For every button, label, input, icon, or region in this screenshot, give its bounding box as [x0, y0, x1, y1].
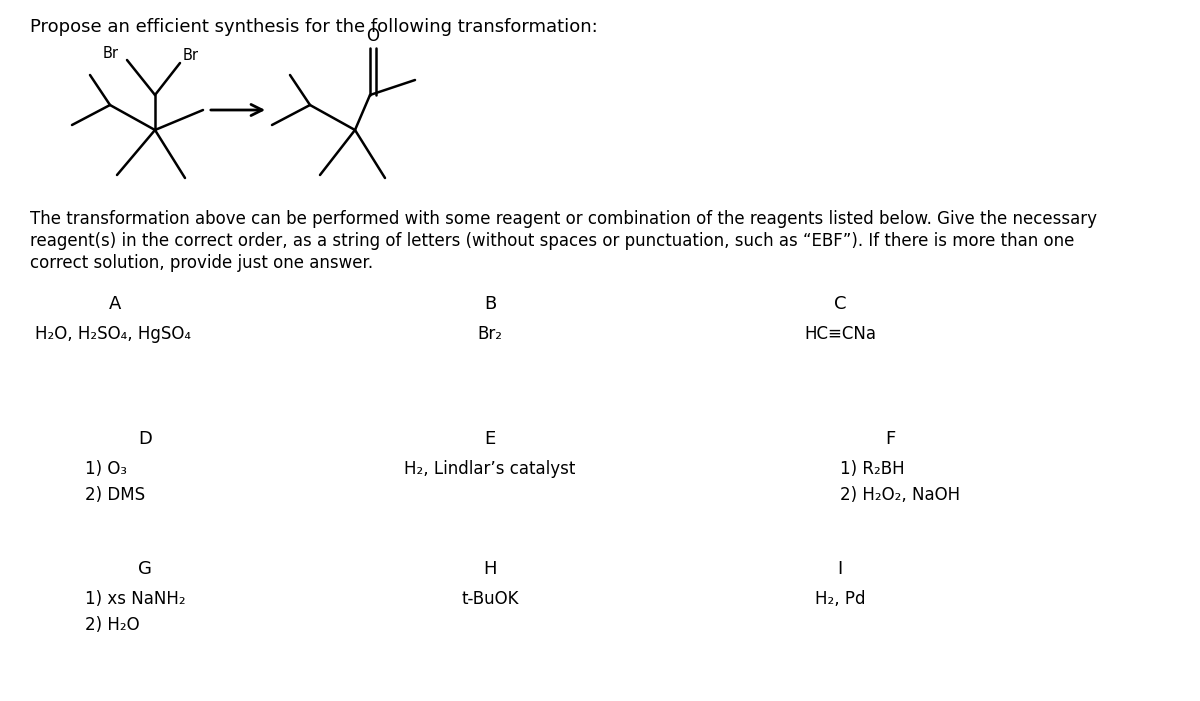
Text: Propose an efficient synthesis for the following transformation:: Propose an efficient synthesis for the f…	[30, 18, 598, 36]
Text: H₂, Pd: H₂, Pd	[815, 590, 865, 608]
Text: F: F	[884, 430, 895, 448]
Text: E: E	[485, 430, 496, 448]
Text: HC≡CNa: HC≡CNa	[804, 325, 876, 343]
Text: Br: Br	[182, 48, 199, 62]
Text: 1) xs NaNH₂
2) H₂O: 1) xs NaNH₂ 2) H₂O	[85, 590, 186, 634]
Text: Br: Br	[103, 46, 119, 60]
Text: The transformation above can be performed with some reagent or combination of th: The transformation above can be performe…	[30, 210, 1097, 228]
Text: O: O	[366, 27, 379, 45]
Text: C: C	[834, 295, 846, 313]
Text: G: G	[138, 560, 152, 578]
Text: H₂, Lindlar’s catalyst: H₂, Lindlar’s catalyst	[404, 460, 576, 478]
Text: correct solution, provide just one answer.: correct solution, provide just one answe…	[30, 254, 373, 272]
Text: I: I	[838, 560, 842, 578]
Text: H: H	[484, 560, 497, 578]
Text: B: B	[484, 295, 496, 313]
Text: t-BuOK: t-BuOK	[461, 590, 518, 608]
Text: H₂O, H₂SO₄, HgSO₄: H₂O, H₂SO₄, HgSO₄	[35, 325, 191, 343]
Text: A: A	[109, 295, 121, 313]
Text: 1) R₂BH
2) H₂O₂, NaOH: 1) R₂BH 2) H₂O₂, NaOH	[840, 460, 960, 505]
Text: 1) O₃
2) DMS: 1) O₃ 2) DMS	[85, 460, 145, 505]
Text: Br₂: Br₂	[478, 325, 503, 343]
Text: D: D	[138, 430, 152, 448]
Text: reagent(s) in the correct order, as a string of letters (without spaces or punct: reagent(s) in the correct order, as a st…	[30, 232, 1074, 250]
